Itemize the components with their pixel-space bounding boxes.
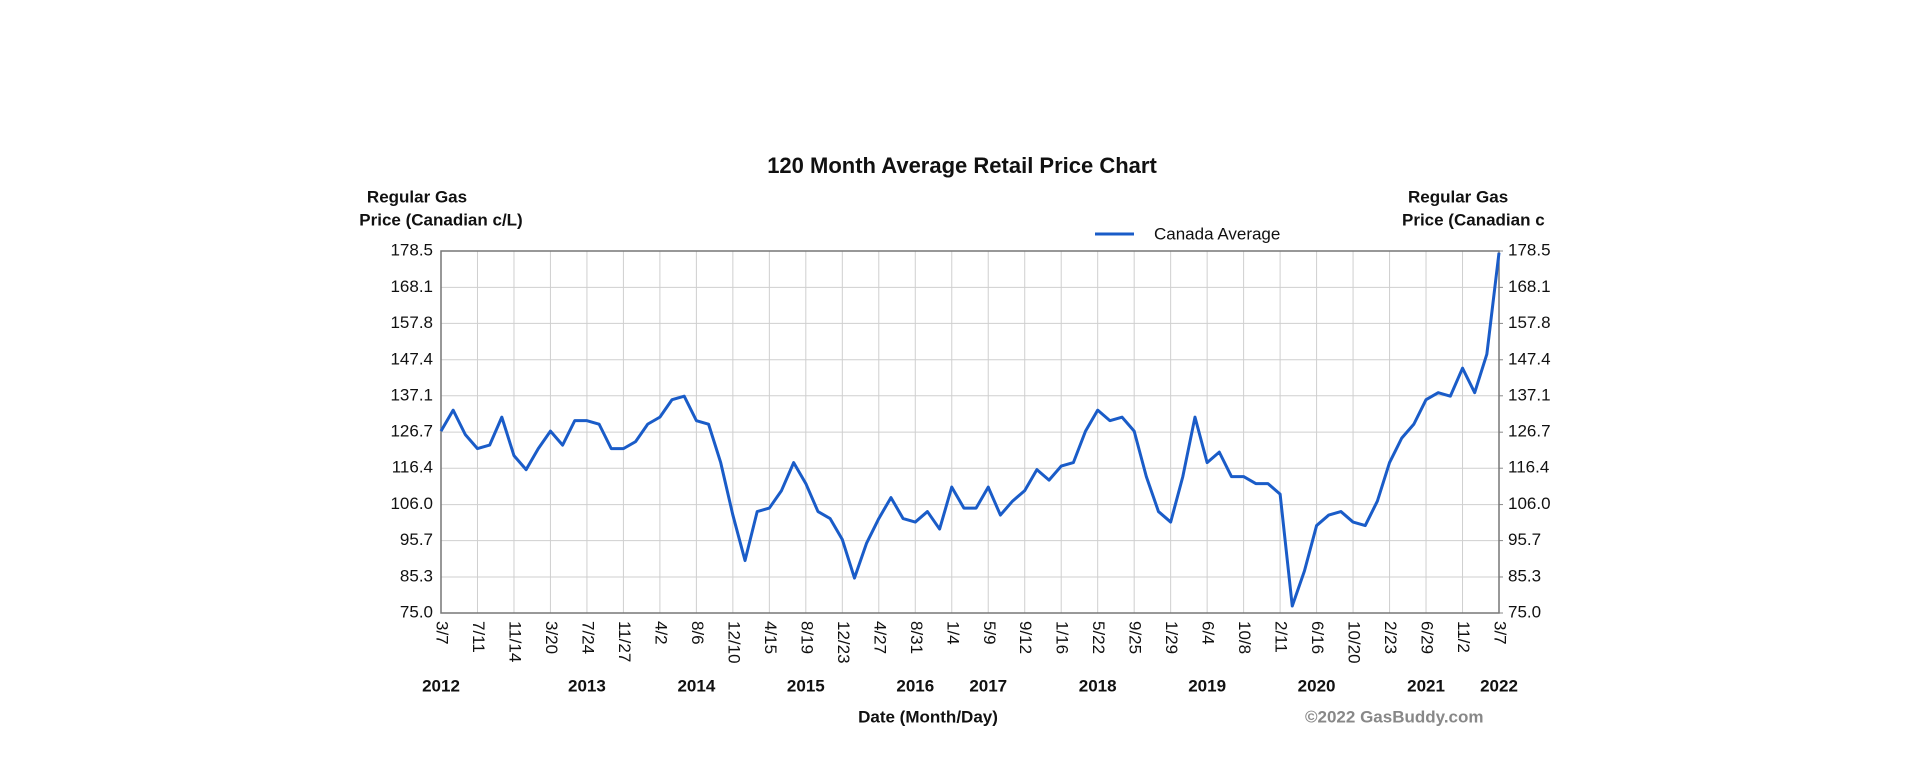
y-axis-label: Regular Gas xyxy=(367,187,467,206)
x-tick-label: 2/23 xyxy=(1381,621,1400,654)
year-label: 2017 xyxy=(969,676,1007,695)
x-tick-label: 6/29 xyxy=(1418,621,1437,654)
y2-tick-label: 178.5 xyxy=(1508,240,1551,259)
legend-label: Canada Average xyxy=(1154,224,1280,243)
y-axis-label: Price (Canadian c/L) xyxy=(359,210,522,229)
x-tick-label: 12/23 xyxy=(834,621,853,664)
y-tick-label: 157.8 xyxy=(390,313,433,332)
y-tick-label: 168.1 xyxy=(390,277,433,296)
year-label: 2015 xyxy=(787,676,825,695)
x-tick-label: 8/19 xyxy=(797,621,816,654)
y2-tick-label: 95.7 xyxy=(1508,530,1541,549)
y2-tick-label: 147.4 xyxy=(1508,349,1551,368)
y-tick-label: 126.7 xyxy=(390,422,433,441)
y2-tick-label: 126.7 xyxy=(1508,422,1551,441)
x-tick-label: 11/14 xyxy=(505,621,524,662)
x-tick-label: 8/6 xyxy=(688,621,707,645)
year-label: 2020 xyxy=(1298,676,1336,695)
x-tick-label: 7/24 xyxy=(578,621,597,654)
y2-tick-label: 85.3 xyxy=(1508,566,1541,585)
year-label: 2012 xyxy=(422,676,460,695)
x-tick-label: 3/7 xyxy=(433,621,452,645)
y-tick-label: 95.7 xyxy=(400,530,433,549)
x-tick-label: 12/10 xyxy=(724,621,743,664)
y2-tick-label: 168.1 xyxy=(1508,277,1551,296)
y-tick-label: 137.1 xyxy=(390,385,433,404)
y-tick-label: 106.0 xyxy=(390,494,433,513)
x-tick-label: 5/22 xyxy=(1089,621,1108,654)
x-tick-label: 1/16 xyxy=(1053,621,1072,654)
data-line xyxy=(439,252,1501,608)
x-tick-label: 7/11 xyxy=(469,621,488,653)
y-tick-label: 147.4 xyxy=(390,349,433,368)
credit: ©2022 GasBuddy.com xyxy=(1305,707,1484,726)
x-tick-label: 8/31 xyxy=(907,621,926,654)
x-tick-label: 1/29 xyxy=(1162,621,1181,654)
x-tick-label: 11/27 xyxy=(615,621,634,662)
x-tick-label: 4/2 xyxy=(651,621,670,645)
x-tick-label: 6/16 xyxy=(1308,621,1327,654)
y2-axis-label: Regular Gas xyxy=(1408,187,1508,206)
x-tick-label: 3/20 xyxy=(542,621,561,654)
x-tick-label: 5/9 xyxy=(980,621,999,645)
x-tick-label: 10/20 xyxy=(1345,621,1364,664)
x-tick-label: 9/25 xyxy=(1126,621,1145,654)
year-label: 2016 xyxy=(896,676,934,695)
y2-axis-label: Price (Canadian c xyxy=(1402,210,1545,229)
y2-tick-label: 116.4 xyxy=(1508,458,1549,477)
x-tick-label: 4/27 xyxy=(870,621,889,654)
year-label: 2013 xyxy=(568,676,606,695)
plot-frame xyxy=(440,250,1500,614)
x-tick-label: 2/11 xyxy=(1272,621,1291,653)
y-tick-label: 85.3 xyxy=(400,566,433,585)
x-tick-label: 1/4 xyxy=(943,621,962,645)
year-label: 2019 xyxy=(1188,676,1226,695)
year-label: 2014 xyxy=(677,676,715,695)
chart-title: 120 Month Average Retail Price Chart xyxy=(767,153,1157,178)
year-label: 2022 xyxy=(1480,676,1518,695)
x-tick-label: 6/4 xyxy=(1199,621,1218,645)
x-tick-label: 4/15 xyxy=(761,621,780,654)
x-tick-label: 11/2 xyxy=(1454,621,1473,653)
y-tick-label: 75.0 xyxy=(400,602,433,621)
x-tick-label: 3/7 xyxy=(1491,621,1510,645)
x-tick-label: 9/12 xyxy=(1016,621,1035,654)
year-label: 2021 xyxy=(1407,676,1445,695)
y2-tick-label: 157.8 xyxy=(1508,313,1551,332)
x-axis-label: Date (Month/Day) xyxy=(858,707,998,726)
y2-tick-label: 75.0 xyxy=(1508,602,1541,621)
year-label: 2018 xyxy=(1079,676,1117,695)
y2-tick-label: 137.1 xyxy=(1508,385,1551,404)
y-tick-label: 116.4 xyxy=(392,458,433,477)
x-tick-label: 10/8 xyxy=(1235,621,1254,654)
y-tick-label: 178.5 xyxy=(390,240,433,259)
y2-tick-label: 106.0 xyxy=(1508,494,1551,513)
